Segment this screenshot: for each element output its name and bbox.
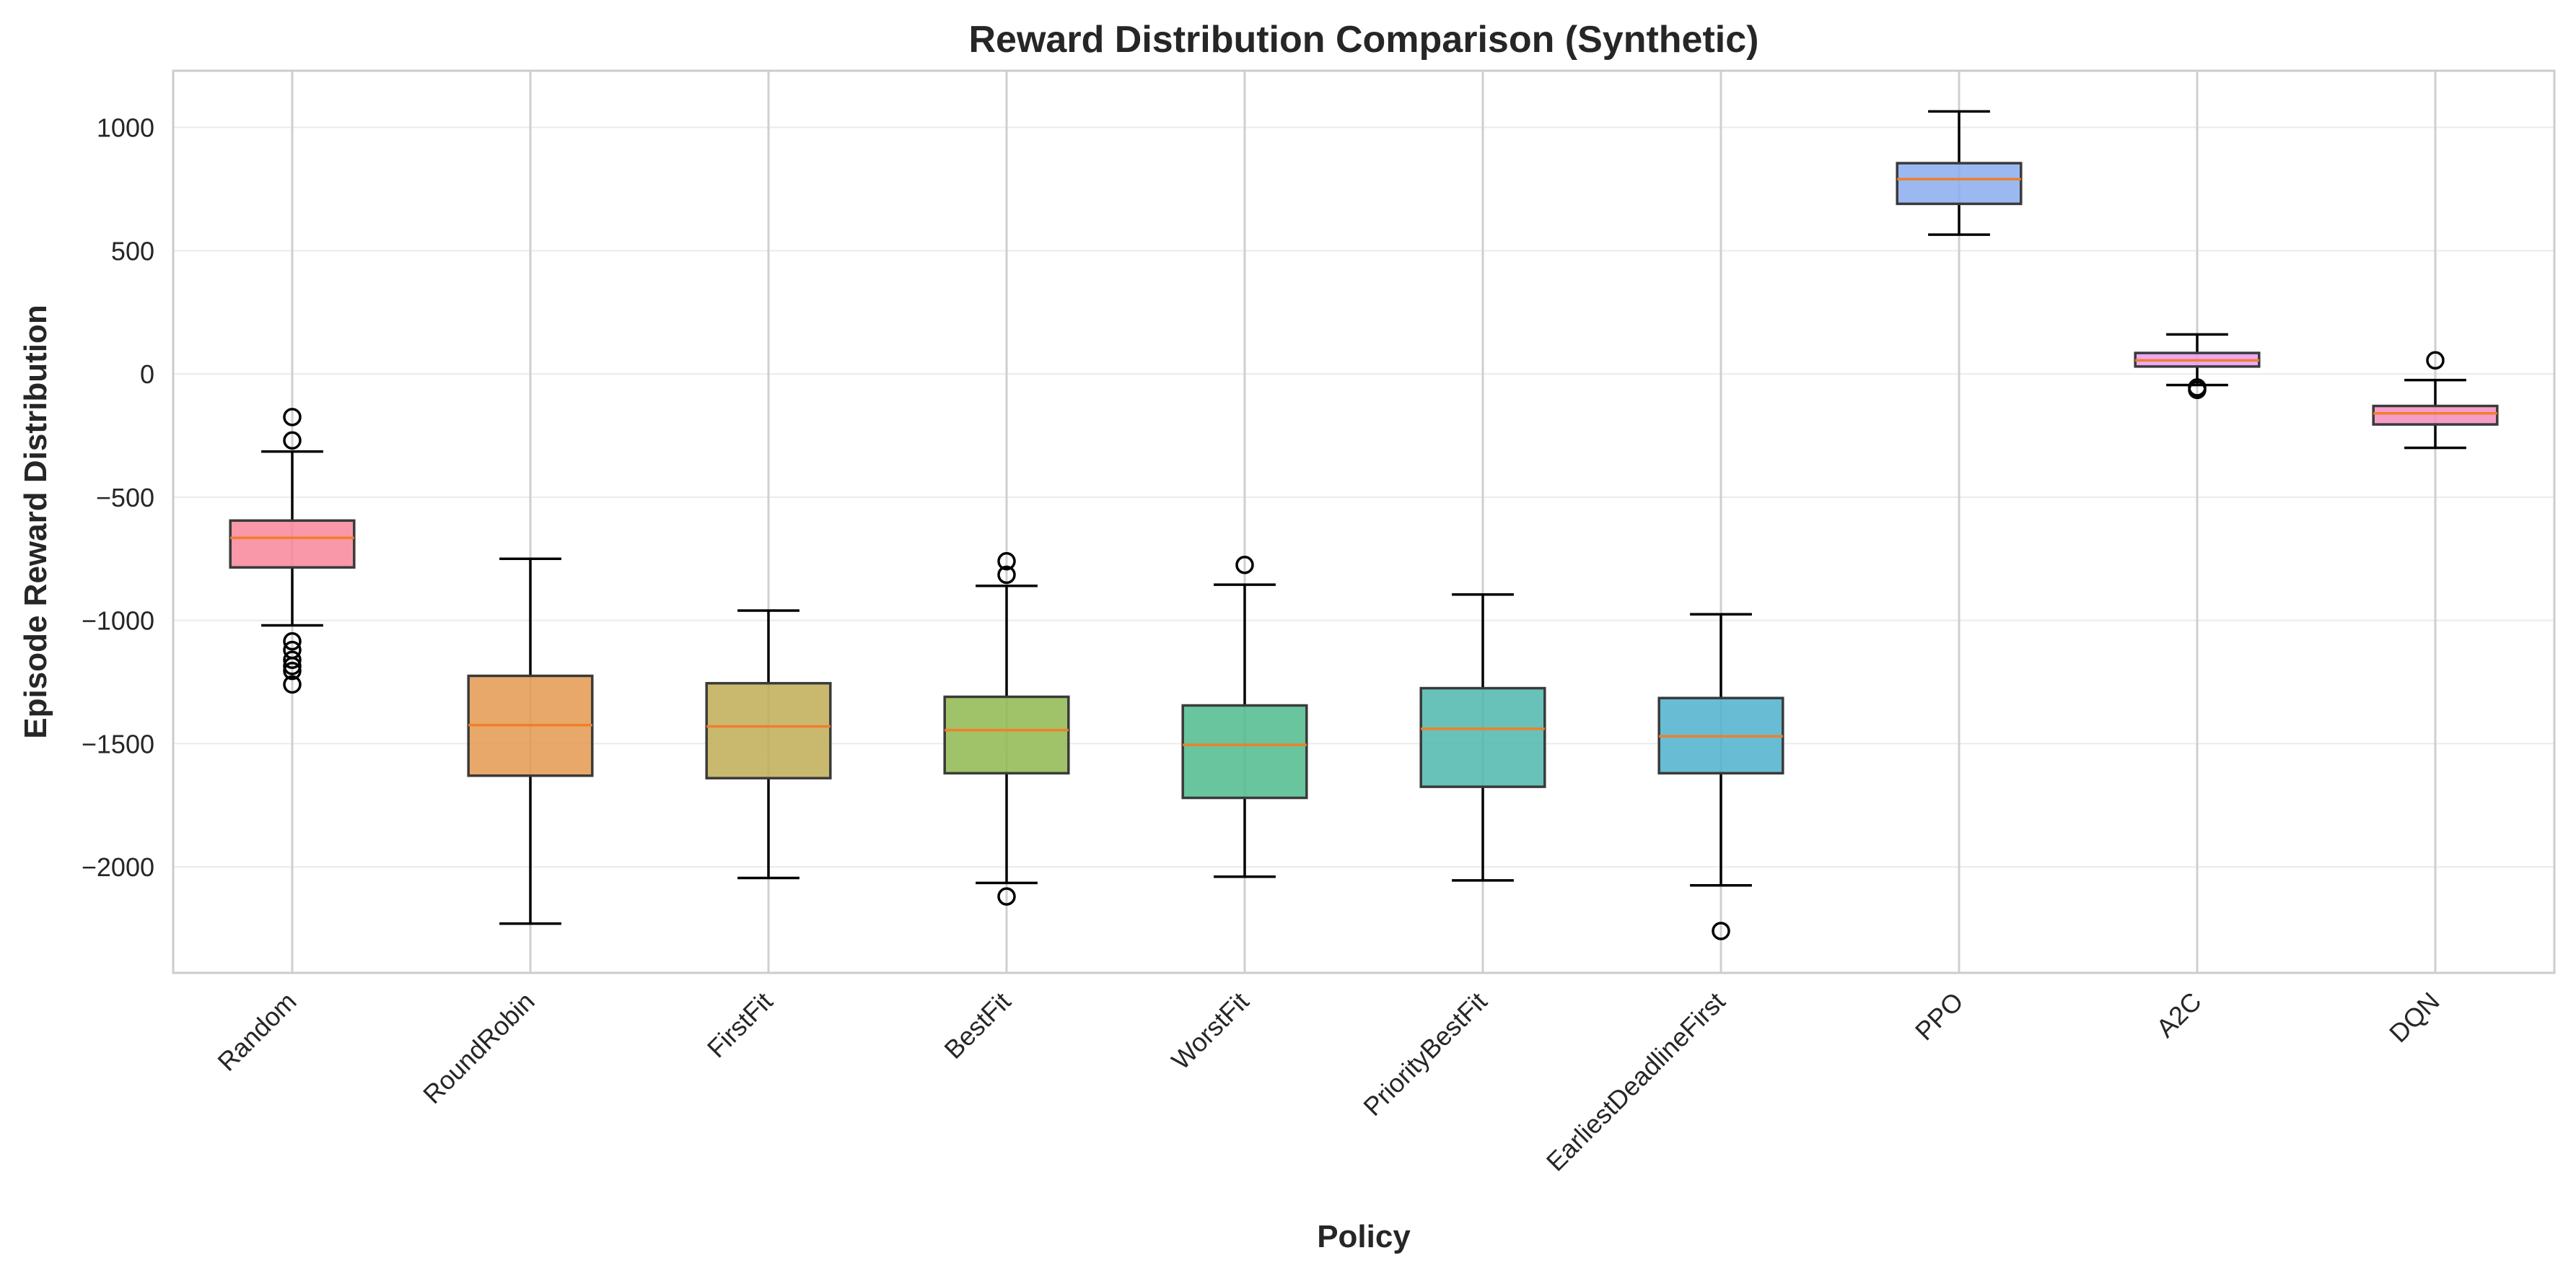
- y-tick-label: 1000: [97, 113, 154, 143]
- outlier-point: [283, 657, 302, 676]
- iqr-box: [1181, 704, 1308, 800]
- box-group-random: [229, 408, 356, 694]
- box-group-dqn: [2372, 351, 2499, 450]
- x-axis-label: Policy: [1317, 1219, 1411, 1254]
- y-tick-label: 500: [111, 236, 154, 266]
- box-group-roundrobin: [467, 557, 594, 925]
- iqr-box: [2372, 404, 2499, 426]
- chart-title: Reward Distribution Comparison (Syntheti…: [969, 19, 1759, 61]
- box-group-ppo: [1896, 110, 2023, 236]
- y-tick-label: −2000: [82, 852, 154, 882]
- box-group-a2c: [2134, 333, 2261, 400]
- outlier-point: [1235, 556, 1254, 574]
- outlier-point: [997, 551, 1016, 571]
- y-tick-label: 0: [140, 359, 154, 389]
- y-tick-label: −500: [96, 483, 154, 512]
- box-group-prioritybestfit: [1419, 593, 1546, 882]
- box-group-earliestdeadlinefirst: [1657, 613, 1784, 940]
- y-tick-label: −1500: [82, 729, 154, 759]
- iqr-box: [1896, 162, 2023, 206]
- outlier-point: [1712, 922, 1730, 940]
- outlier-point: [283, 408, 302, 427]
- box-group-firstfit: [705, 609, 832, 880]
- box-layer: [229, 110, 2499, 940]
- outlier-point: [283, 632, 302, 651]
- outlier-point: [997, 887, 1016, 906]
- iqr-box: [1419, 686, 1546, 788]
- iqr-box: [705, 681, 832, 779]
- outlier-point: [2188, 380, 2207, 400]
- outlier-point: [283, 675, 302, 694]
- outlier-point: [283, 650, 302, 670]
- outlier-point: [997, 565, 1016, 585]
- box-group-worstfit: [1181, 556, 1308, 878]
- outlier-point: [283, 661, 302, 681]
- y-tick-label: −1000: [82, 606, 154, 636]
- iqr-box: [229, 519, 356, 569]
- plot-area-frame: [172, 69, 2556, 974]
- box-group-bestfit: [943, 551, 1070, 906]
- iqr-box: [943, 695, 1070, 775]
- outlier-point: [283, 431, 302, 450]
- outlier-point: [2426, 351, 2445, 370]
- y-axis-label: Episode Reward Distribution: [18, 305, 53, 738]
